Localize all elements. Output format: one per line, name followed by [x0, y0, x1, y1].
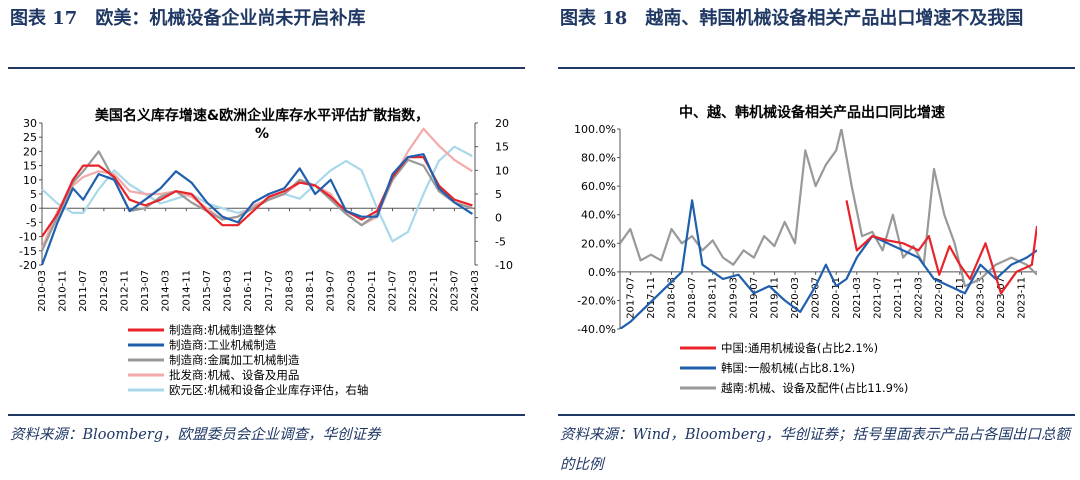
- x-tick-label: 2010-11: [58, 270, 69, 312]
- x-tick-label: 2012-03: [99, 270, 110, 312]
- x-tick-label: 2023-11: [1017, 277, 1028, 319]
- x-tick-label: 2021-07: [872, 277, 883, 319]
- x-tick-label: 2010-03: [37, 270, 48, 312]
- y-left-tick-label: 15: [23, 160, 37, 173]
- figure-17-panel: 图表 17 欧美：机械设备企业尚未开启补库 美国名义库存增速&欧洲企业库存水平评…: [0, 0, 530, 480]
- y-left-tick-label: 10: [23, 174, 37, 187]
- y-right-tick-label: -10: [495, 259, 513, 272]
- x-tick-label: 2019-07: [326, 270, 337, 312]
- y-tick-label: -20.0%: [577, 294, 616, 307]
- x-tick-label: 2022-03: [914, 277, 925, 319]
- x-tick-label: 2015-07: [202, 270, 213, 312]
- x-tick-label: 2021-07: [388, 270, 399, 312]
- x-tick-label: 2022-11: [429, 270, 440, 312]
- y-left-tick-label: 20: [23, 145, 37, 158]
- y-left-tick-label: -10: [19, 231, 37, 244]
- x-tick-label: 2018-03: [666, 277, 677, 319]
- x-tick-label: 2023-07: [449, 270, 460, 312]
- x-tick-label: 2021-11: [893, 277, 904, 319]
- export-growth-line-chart: 中、越、韩机械设备相关产品出口同比增速 100.0% 80.0% 60.0% 40.0%…: [574, 104, 1037, 395]
- x-tick-label: 2019-11: [769, 277, 780, 319]
- legend-label: 制造商:机械制造整体: [169, 323, 277, 337]
- y-right-tick-label: 10: [495, 164, 509, 177]
- y-left-tick-label: 30: [23, 117, 37, 130]
- x-tick-label: 2017-07: [264, 270, 275, 312]
- legend-label: 批发商:机械、设备及用品: [169, 368, 299, 382]
- y-tick-label: -40.0%: [577, 323, 616, 336]
- source-divider: [558, 414, 1075, 416]
- x-tick-label: 2018-03: [284, 270, 295, 312]
- y-left-tick-label: -5: [26, 216, 37, 229]
- figure-17-source: 资料来源：Bloomberg，欧盟委员会企业调查，华创证券: [10, 427, 381, 443]
- x-tick-label: 2024-03: [470, 270, 481, 312]
- x-tick-label: 2020-03: [790, 277, 801, 319]
- y-left-tick-label: 5: [30, 188, 37, 201]
- x-tick-label: 2019-03: [728, 277, 739, 319]
- x-tick-label: 2012-11: [119, 270, 130, 312]
- x-tick-label: 2018-11: [708, 277, 719, 319]
- source-divider: [8, 414, 525, 416]
- legend-label: 越南:机械、设备及配件(占比11.9%): [721, 381, 908, 395]
- y-tick-label: 0.0%: [588, 266, 616, 279]
- y-left-tick-label: 25: [23, 131, 37, 144]
- y-left-tick-label: -15: [19, 245, 37, 258]
- legend-label: 制造商:金属加工机械制造: [169, 353, 300, 367]
- figure-18-title: 图表 18 越南、韩国机械设备相关产品出口增速不及我国: [560, 8, 1024, 29]
- series-line-2: [40, 153, 473, 266]
- series-line-2: [620, 199, 1037, 329]
- y-right-tick-label: 0: [495, 212, 502, 225]
- x-tick-label: 2017-11: [646, 277, 657, 319]
- x-tick-label: 2020-11: [367, 270, 378, 312]
- y-tick-label: 60.0%: [581, 180, 616, 193]
- series-line-1: [845, 200, 1037, 295]
- series-line-3: [40, 150, 473, 252]
- x-tick-label: 2014-11: [181, 270, 192, 312]
- legend-label: 韩国:一般机械(占比8.1%): [721, 361, 855, 375]
- x-tick-label: 2020-03: [346, 270, 357, 312]
- y-right-tick-label: 15: [495, 141, 509, 154]
- x-tick-label: 2022-11: [955, 277, 966, 319]
- y-right-tick-label: -5: [495, 235, 506, 248]
- y-left-tick-label: -20: [19, 259, 37, 272]
- series-line-1: [41, 156, 473, 238]
- y-left-tick-label: 0: [30, 202, 37, 215]
- legend-label: 制造商:工业机械制造: [169, 338, 277, 352]
- x-tick-label: 2016-11: [243, 270, 254, 312]
- y-tick-label: 20.0%: [581, 237, 616, 250]
- legend-label: 欧元区:机械和设备企业库存评估，右轴: [169, 383, 368, 397]
- figure-17-title: 图表 17 欧美：机械设备企业尚未开启补库: [10, 8, 366, 29]
- x-tick-label: 2023-03: [975, 277, 986, 319]
- x-tick-label: 2018-11: [305, 270, 316, 312]
- x-tick-label: 2020-07: [811, 277, 822, 319]
- x-tick-label: 2011-07: [78, 270, 89, 312]
- x-tick-label: 2014-03: [161, 270, 172, 312]
- y-tick-label: 40.0%: [581, 209, 616, 222]
- chart-title: 美国名义库存增速&欧洲企业库存水平评估扩散指数，: [95, 107, 429, 124]
- x-tick-label: 2020-11: [831, 277, 842, 319]
- figure-18-source: 资料来源：Wind，Bloomberg，华创证券；括号里面表示产品占各国出口总额…: [560, 427, 1070, 473]
- legend-label: 中国:通用机械设备(占比2.1%): [721, 341, 878, 355]
- x-tick-label: 2019-07: [749, 277, 760, 319]
- figure-18-panel: 图表 18 越南、韩国机械设备相关产品出口增速不及我国 中、越、韩机械设备相关产…: [550, 0, 1080, 480]
- x-tick-label: 2016-03: [223, 270, 234, 312]
- x-tick-label: 2021-03: [852, 277, 863, 319]
- y-right-tick-label: 5: [495, 188, 502, 201]
- inventory-line-chart: 美国名义库存增速&欧洲企业库存水平评估扩散指数，%302520151050-5-…: [19, 107, 513, 397]
- title-divider: [8, 67, 525, 69]
- y-tick-label: 100.0%: [574, 123, 616, 136]
- x-tick-label: 2022-03: [408, 270, 419, 312]
- x-tick-label: 2018-07: [687, 277, 698, 319]
- x-tick-label: 2013-07: [140, 270, 151, 312]
- x-tick-label: 2017-07: [625, 277, 636, 319]
- chart-title: %: [255, 126, 269, 142]
- x-tick-label: 2023-07: [996, 277, 1007, 319]
- y-tick-label: 80.0%: [581, 152, 616, 165]
- title-divider: [558, 67, 1075, 69]
- x-tick-label: 2022-07: [934, 277, 945, 319]
- y-right-tick-label: 20: [495, 117, 509, 130]
- chart-title: 中、越、韩机械设备相关产品出口同比增速: [679, 104, 945, 121]
